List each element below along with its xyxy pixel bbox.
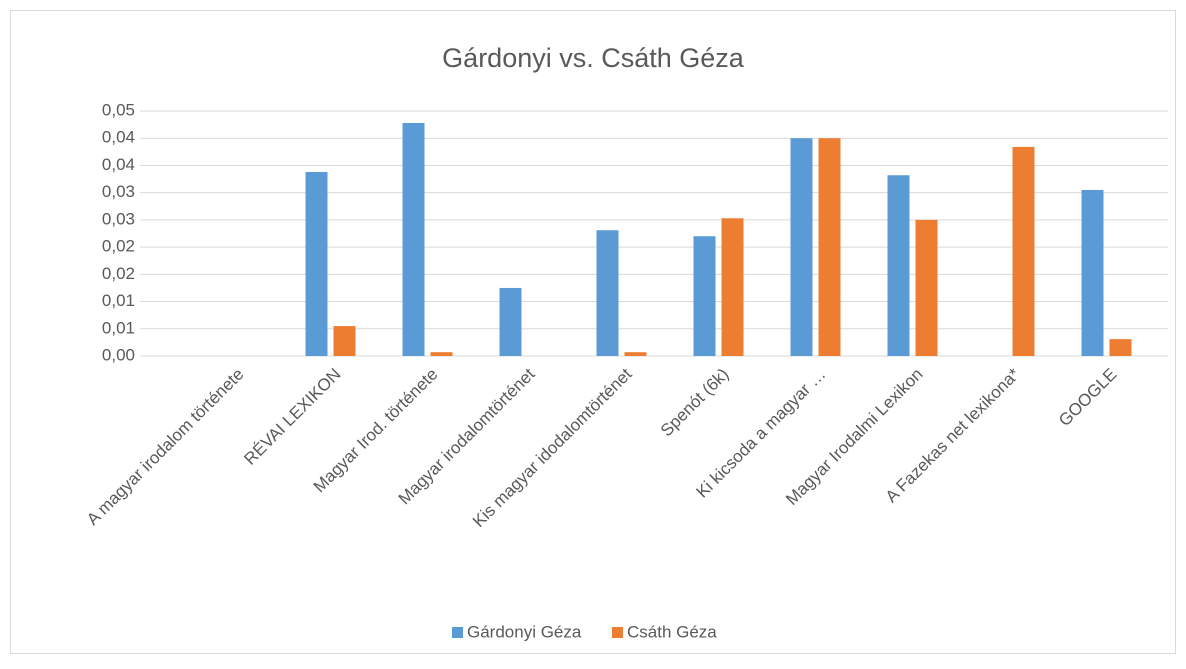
bar xyxy=(693,236,716,356)
chart-frame xyxy=(10,10,1176,654)
legend-label: Gárdonyi Géza xyxy=(467,622,582,641)
y-tick-label: 0,05 xyxy=(102,100,135,119)
y-tick-label: 0,02 xyxy=(102,264,135,283)
bar xyxy=(1081,189,1104,356)
y-tick-label: 0,01 xyxy=(102,291,135,310)
bar xyxy=(624,352,647,356)
legend-swatch xyxy=(612,627,623,638)
bar xyxy=(721,218,744,356)
y-tick-label: 0,01 xyxy=(102,318,135,337)
y-tick-label: 0,04 xyxy=(102,155,135,174)
bar xyxy=(596,230,619,356)
bar xyxy=(887,175,910,356)
y-tick-label: 0,00 xyxy=(102,345,135,364)
bar xyxy=(1109,339,1132,356)
bar xyxy=(915,219,938,356)
bar xyxy=(818,138,841,356)
bar xyxy=(305,171,328,356)
bar xyxy=(499,287,522,356)
bar xyxy=(790,138,813,356)
y-tick-label: 0,03 xyxy=(102,209,135,228)
bar xyxy=(402,122,425,356)
bar xyxy=(333,326,356,356)
chart-title: Gárdonyi vs. Csáth Géza xyxy=(442,43,745,73)
legend-swatch xyxy=(452,627,463,638)
y-tick-label: 0,02 xyxy=(102,237,135,256)
bar xyxy=(430,352,453,356)
bar xyxy=(1012,146,1035,356)
y-tick-label: 0,04 xyxy=(102,128,135,147)
legend-label: Csáth Géza xyxy=(627,622,717,641)
y-tick-label: 0,03 xyxy=(102,182,135,201)
